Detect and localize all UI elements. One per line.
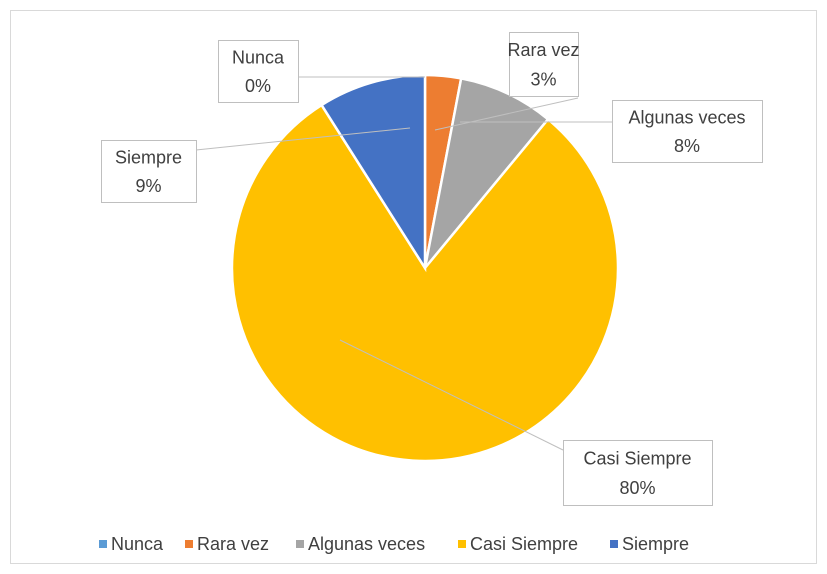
data-label-box (563, 440, 713, 506)
data-label-name: Siempre (115, 147, 182, 167)
data-label-value: 8% (674, 136, 700, 156)
data-label-value: 9% (135, 176, 161, 196)
data-label-name: Algunas veces (628, 107, 745, 127)
data-label-box (612, 100, 763, 163)
legend-label: Algunas veces (308, 534, 425, 554)
data-label-name: Nunca (232, 47, 285, 67)
pie-slice (319, 73, 427, 273)
data-label-box (218, 40, 299, 103)
leader-line (339, 339, 564, 451)
legend-label: Nunca (111, 534, 164, 554)
leader-line (434, 97, 579, 131)
leader-line (195, 127, 411, 151)
legend-swatch (458, 540, 466, 548)
legend-swatch (610, 540, 618, 548)
legend-label: Siempre (622, 534, 689, 554)
data-label-box (509, 32, 579, 97)
pie-slice (230, 103, 620, 463)
data-label-name: Casi Siempre (583, 448, 691, 468)
data-label-value: 3% (530, 69, 556, 89)
data-label-box (101, 140, 197, 203)
legend-swatch (185, 540, 193, 548)
legend-swatch (99, 540, 107, 548)
data-label-value: 80% (619, 478, 655, 498)
legend-label: Casi Siempre (470, 534, 578, 554)
data-label-name: Rara vez (507, 40, 579, 60)
data-label-value: 0% (245, 76, 271, 96)
legend-label: Rara vez (197, 534, 269, 554)
legend-swatch (296, 540, 304, 548)
